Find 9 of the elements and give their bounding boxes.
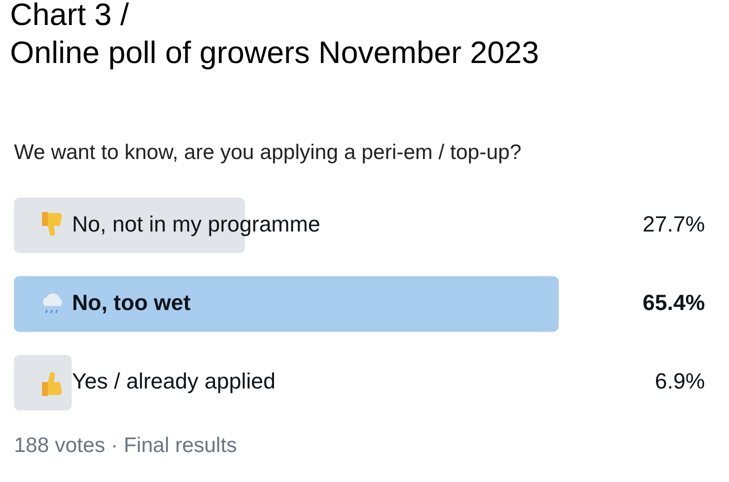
chart-subtitle: We want to know, are you applying a peri-em / top-up? [14, 141, 522, 165]
chart-title: Chart 3 / Online poll of growers November 2023 [10, 0, 539, 72]
y-tick-label: No, too wet [72, 290, 192, 316]
data-label: 65.4% [642, 290, 705, 316]
data-label: 6.9% [654, 368, 705, 394]
data-label: 27.7% [642, 211, 705, 236]
y-tick-label: No, not in my programme [72, 211, 320, 236]
y-tick-label: Yes / already applied [72, 368, 276, 394]
text: 188 votes · Final results [14, 434, 237, 458]
